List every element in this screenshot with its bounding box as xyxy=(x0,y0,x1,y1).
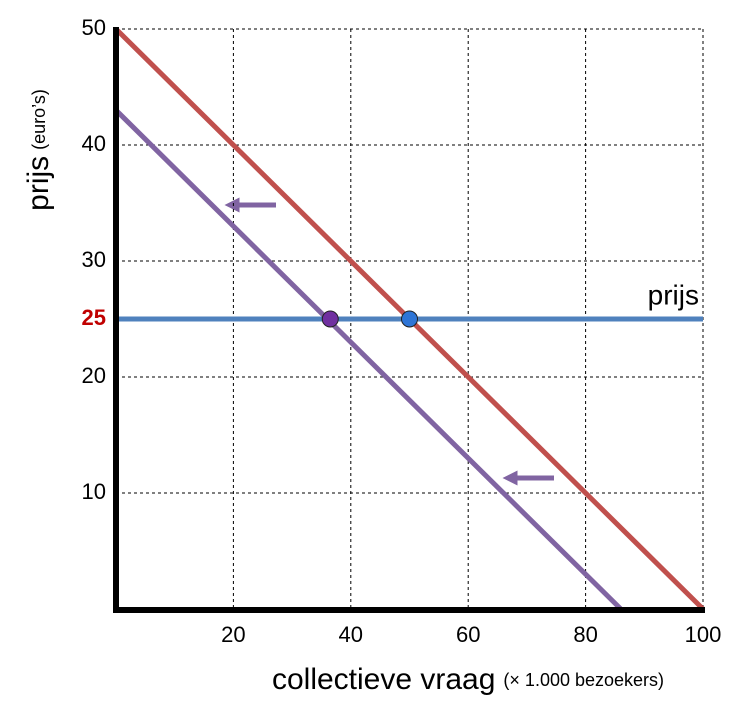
x-tick-label: 80 xyxy=(573,622,597,647)
price-tick-label: 25 xyxy=(82,305,106,330)
line-label: prijs xyxy=(648,279,699,310)
point xyxy=(321,310,339,328)
x-tick-label: 60 xyxy=(456,622,480,647)
y-tick-label: 50 xyxy=(82,15,106,40)
y-tick-label: 20 xyxy=(82,363,106,388)
x-tick-label: 40 xyxy=(339,622,363,647)
x-tick-label: 100 xyxy=(685,622,722,647)
y-tick-label: 10 xyxy=(82,479,106,504)
x-axis-title: collectieve vraag (× 1.000 bezoekers) xyxy=(272,663,664,696)
y-tick-label: 30 xyxy=(82,247,106,272)
y-axis-title: prijs(euro’s) xyxy=(22,89,55,211)
line xyxy=(114,108,623,611)
y-tick-label: 40 xyxy=(82,131,106,156)
point xyxy=(401,310,418,328)
x-tick-label: 20 xyxy=(221,622,245,647)
